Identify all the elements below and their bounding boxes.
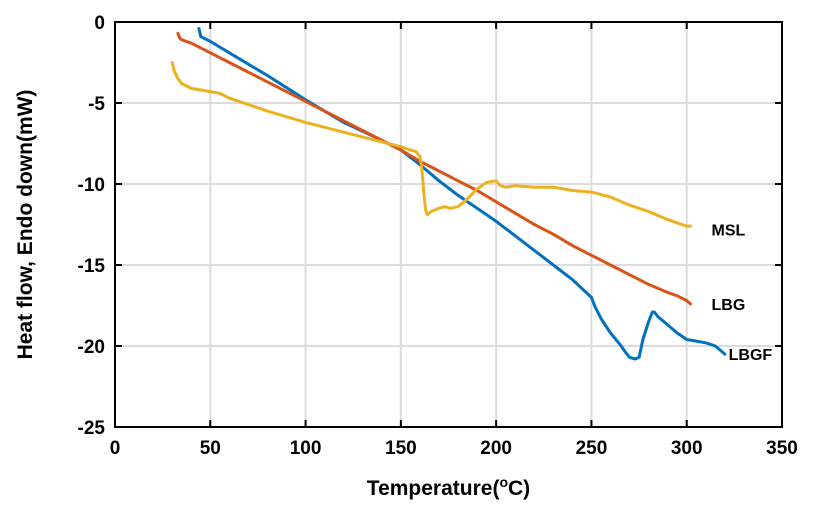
x-tick-label: 350 [766, 438, 798, 459]
x-axis-title-main: Temperature( [367, 477, 500, 500]
x-tick-label: 100 [290, 438, 322, 459]
y-axis-title: Heat flow, Endo down(mW) [14, 90, 37, 360]
y-tick-label: -20 [78, 337, 105, 358]
y-tick-label: 0 [94, 13, 105, 34]
x-axis-title: Temperature(oC) [367, 474, 530, 500]
x-axis-title-unit: C) [508, 477, 530, 500]
series-label-lbgf: LBGF [729, 347, 773, 364]
x-tick-label: 0 [110, 438, 121, 459]
series-label-lbg: LBG [711, 297, 745, 314]
series-line-lbgf [170, 61, 692, 228]
x-tick-label: 250 [576, 438, 608, 459]
y-tick-label: -5 [88, 94, 105, 115]
x-tick-label: 200 [480, 438, 512, 459]
grid [115, 22, 782, 427]
y-tick-label: -10 [78, 175, 105, 196]
series-label-msl: MSL [711, 222, 745, 239]
series-layer [170, 27, 727, 361]
plot-frame [114, 21, 783, 428]
x-tick-label: 300 [671, 438, 703, 459]
y-tick-label: -15 [78, 256, 106, 277]
y-tick-label: -25 [78, 418, 106, 439]
x-axis-title-degree: o [499, 474, 508, 490]
x-tick-label: 150 [385, 438, 417, 459]
series-labels: MSL LBG LBGF [711, 222, 772, 364]
series-line-lbg [176, 31, 692, 306]
ticks: 0 50 100 150 200 250 300 350 0 -5 -10 -15 -20 -25 [78, 13, 798, 459]
x-tick-label: 50 [200, 438, 221, 459]
